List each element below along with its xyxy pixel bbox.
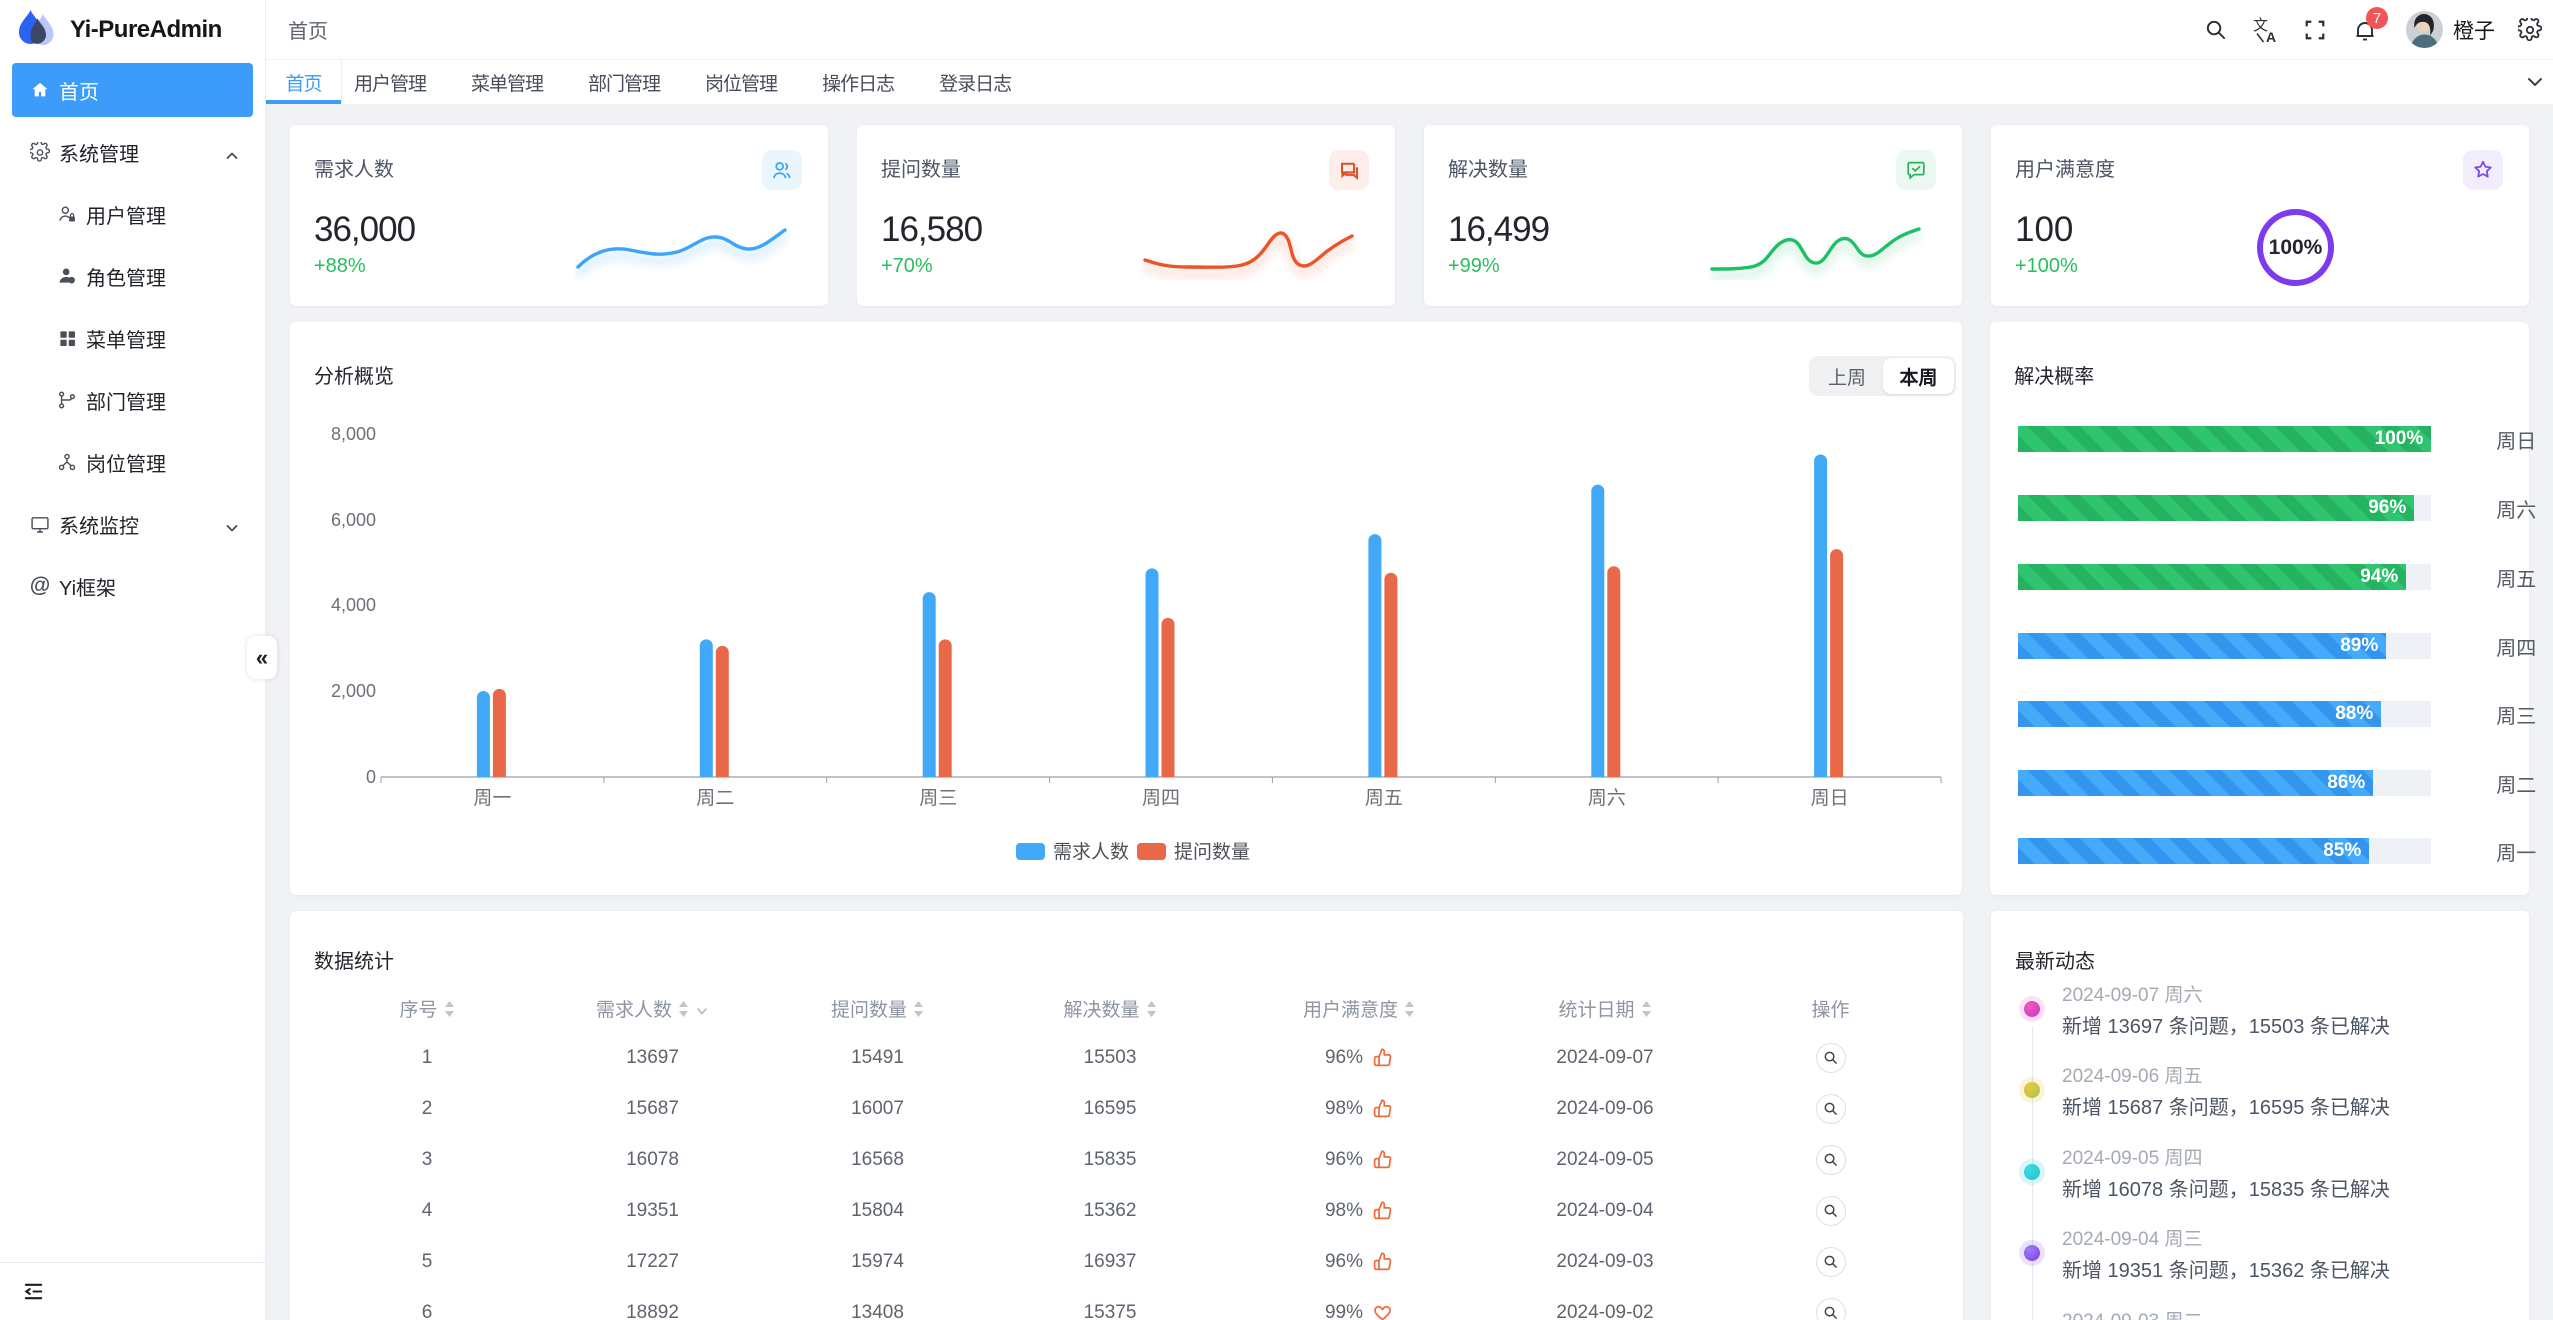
svg-text:4,000: 4,000 <box>331 595 376 615</box>
svg-text:提问数量: 提问数量 <box>1174 841 1250 863</box>
svg-text:0: 0 <box>366 767 376 787</box>
svg-text:需求人数: 需求人数 <box>1053 841 1129 863</box>
svg-text:8,000: 8,000 <box>331 424 376 444</box>
svg-text:2,000: 2,000 <box>331 681 376 701</box>
svg-text:周一: 周一 <box>473 788 511 809</box>
svg-text:周五: 周五 <box>1365 788 1403 809</box>
svg-text:6,000: 6,000 <box>331 510 376 530</box>
svg-text:A: A <box>2266 29 2276 43</box>
svg-text:周三: 周三 <box>919 788 957 809</box>
svg-text:文: 文 <box>2253 17 2268 34</box>
svg-text:周六: 周六 <box>1588 787 1626 809</box>
svg-text:周二: 周二 <box>696 788 734 809</box>
svg-text:周四: 周四 <box>1142 788 1180 809</box>
svg-text:周日: 周日 <box>1811 788 1849 809</box>
